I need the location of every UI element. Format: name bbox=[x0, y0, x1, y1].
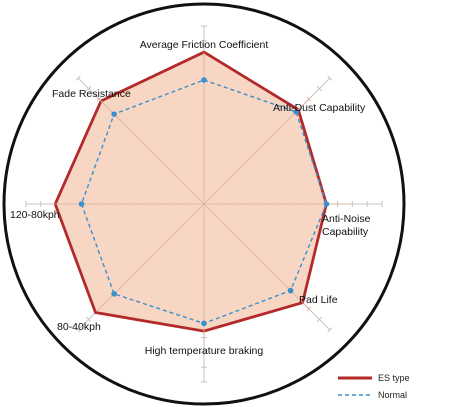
axis-label-fade-resistance: Fade Resistance bbox=[52, 88, 131, 100]
axis-spoke-overlay bbox=[203, 203, 312, 312]
axis-label-anti-noise-capability: Anti-Noise Capability bbox=[322, 213, 371, 238]
axis-tick bbox=[316, 86, 322, 92]
axis-label-80-40kph: 80-40kph bbox=[57, 321, 101, 333]
legend: ES type Normal bbox=[335, 366, 439, 404]
axis-label-high-temperature-braking: High temperature braking bbox=[145, 345, 264, 357]
axis-label-pad-life: Pad Life bbox=[299, 294, 338, 306]
axis-label-average-friction-coefficient: Average Friction Coefficient bbox=[140, 39, 269, 51]
legend-label-normal: Normal bbox=[378, 390, 407, 400]
axis-label-anti-dust-capability: Anti-Dust Capability bbox=[273, 102, 366, 114]
axis-tick bbox=[75, 75, 81, 81]
series-normal-point bbox=[111, 291, 117, 297]
axis-tick bbox=[86, 86, 92, 92]
axis-label-120-80kph: 120-80kph bbox=[10, 209, 60, 221]
axis-tick bbox=[75, 327, 81, 333]
legend-background bbox=[335, 366, 439, 404]
series-normal-point bbox=[111, 111, 117, 117]
series-layer bbox=[52, 50, 356, 356]
axis-tick bbox=[327, 327, 333, 333]
series-normal-point bbox=[323, 201, 330, 207]
axis-spoke-overlay bbox=[203, 96, 312, 205]
series-normal-point bbox=[201, 77, 207, 83]
axis-tick bbox=[316, 316, 322, 322]
series-normal-point bbox=[78, 201, 85, 207]
axis-labels: Average Friction Coefficient Anti-Dust C… bbox=[10, 39, 371, 357]
series-normal-point bbox=[201, 320, 207, 327]
axis-tick bbox=[86, 316, 92, 322]
series-normal-point bbox=[287, 287, 294, 294]
axis-tick bbox=[327, 75, 333, 81]
legend-label-es-type: ES type bbox=[378, 373, 410, 383]
series-normal-point bbox=[293, 109, 299, 115]
